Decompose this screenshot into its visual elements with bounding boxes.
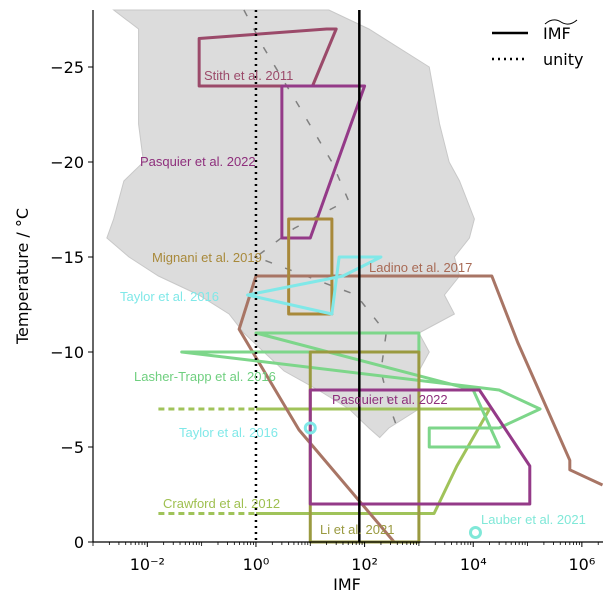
x-tick-label: 10² bbox=[351, 555, 378, 574]
annotation: Taylor et al. 2016 bbox=[120, 289, 219, 304]
study-marker bbox=[303, 421, 317, 435]
study-outline bbox=[255, 407, 492, 515]
study-outline bbox=[308, 388, 532, 506]
annotation: Lasher-Trapp et al. 2016 bbox=[134, 369, 276, 384]
y-tick-label: 0 bbox=[74, 533, 84, 552]
legend-label: unity bbox=[543, 50, 583, 69]
x-tick-label: 10⁰ bbox=[243, 555, 270, 574]
annotation: Lauber et al. 2021 bbox=[481, 512, 586, 527]
x-tick-label: 10⁶ bbox=[568, 555, 595, 574]
legend-tilde bbox=[544, 19, 578, 25]
study-marker bbox=[468, 526, 482, 539]
y-tick-label: −20 bbox=[50, 153, 84, 172]
legend-label: IMF bbox=[543, 24, 571, 43]
x-axis-label: IMF bbox=[333, 575, 361, 594]
annotation: Stith et al. 2011 bbox=[204, 68, 293, 83]
study-outline bbox=[280, 84, 367, 240]
study-outline bbox=[237, 274, 604, 543]
annotation: Mignani et al. 2019 bbox=[152, 250, 262, 265]
annotation: Li et al. 2021 bbox=[320, 522, 394, 537]
annotation: Ladino et al. 2017 bbox=[369, 260, 472, 275]
y-tick-label: −15 bbox=[50, 248, 84, 267]
annotation: Pasquier et al. 2022 bbox=[332, 392, 448, 407]
y-axis-label: Temperature / °C bbox=[13, 208, 32, 345]
spread-band bbox=[106, 9, 475, 439]
annotation: Pasquier et al. 2022 bbox=[140, 154, 256, 169]
y-tick-label: −10 bbox=[50, 343, 84, 362]
study-outline bbox=[180, 331, 542, 449]
x-tick-label: 10⁴ bbox=[460, 555, 487, 574]
annotation: Crawford et al. 2012 bbox=[163, 496, 280, 511]
y-tick-label: −25 bbox=[50, 58, 84, 77]
annotation: Taylor et al. 2016 bbox=[179, 425, 278, 440]
x-tick-label: 10⁻² bbox=[130, 555, 165, 574]
study-outline bbox=[246, 255, 383, 316]
study-outline bbox=[197, 27, 338, 88]
y-tick-label: −5 bbox=[60, 438, 84, 457]
